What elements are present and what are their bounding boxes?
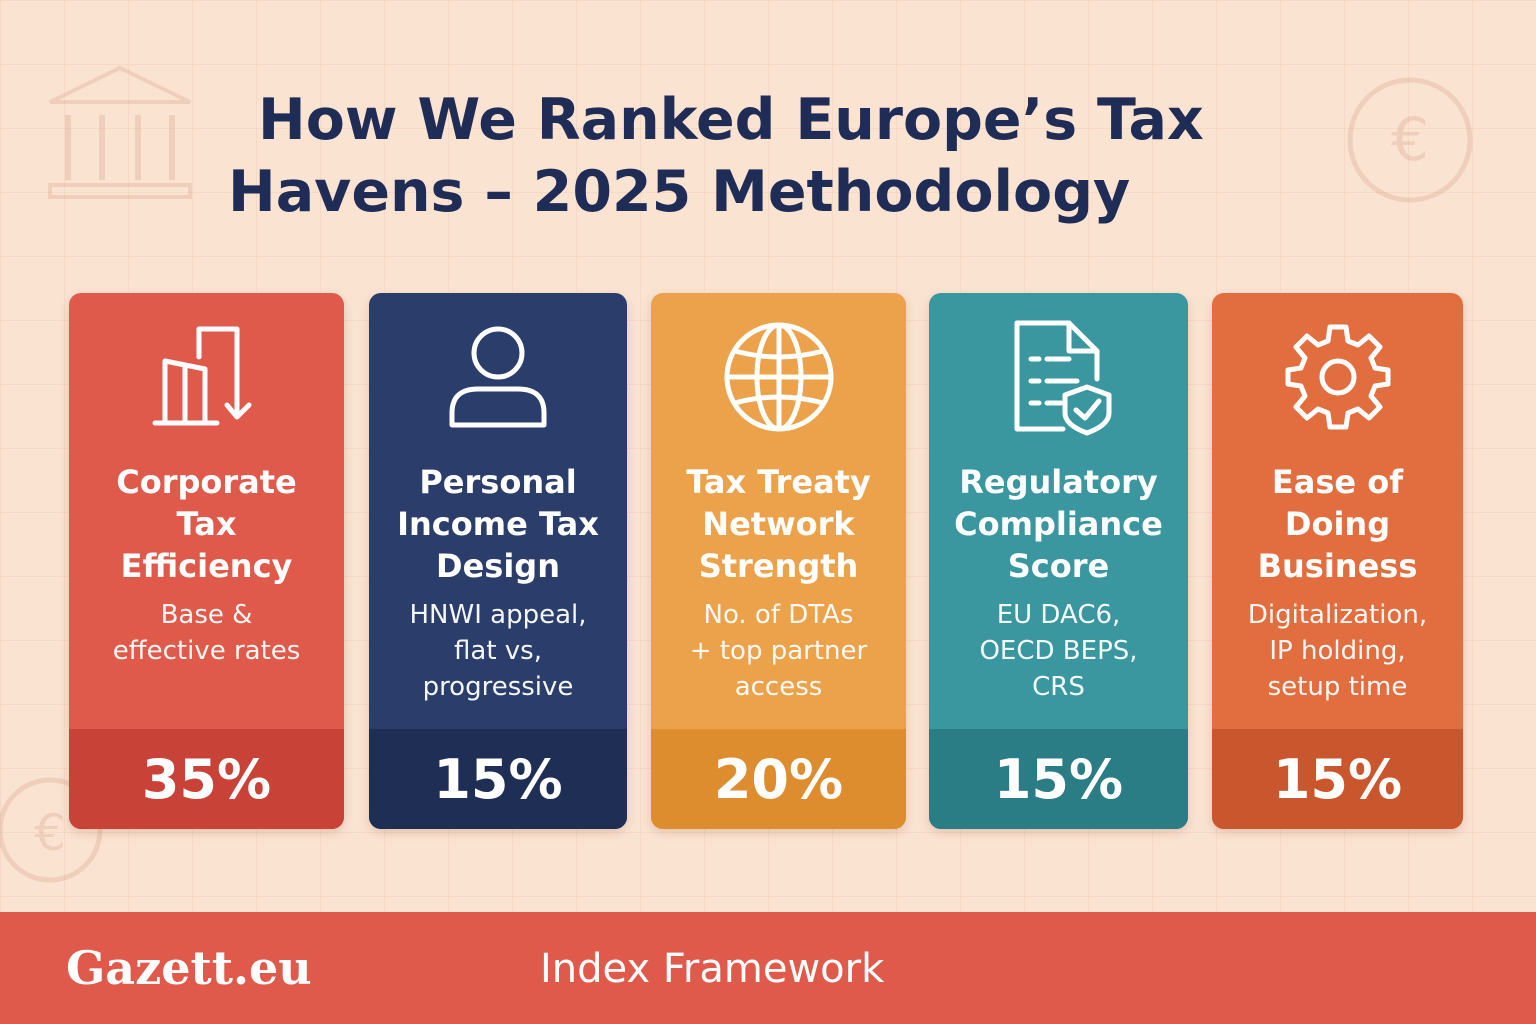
gear-icon	[1212, 317, 1463, 437]
footer-label: Index Framework	[540, 946, 885, 992]
svg-text:€: €	[34, 804, 66, 862]
person-icon	[369, 317, 627, 437]
criterion-name: Regulatory Compliance Score	[954, 463, 1163, 585]
criterion-description: HNWI appeal, flat vs, progressive	[409, 600, 587, 702]
euro-coin-icon: €	[0, 777, 103, 883]
criterion-card-ease-of-business: Ease of Doing Business Digitalization, I…	[1212, 293, 1463, 829]
bank-building-icon	[48, 65, 192, 199]
criterion-card-personal-income-tax: Personal Income Tax Design HNWI appeal, …	[369, 293, 627, 829]
svg-text:€: €	[1391, 105, 1429, 175]
bar-chart-decline-icon	[69, 317, 344, 437]
criterion-name: Corporate Tax Efficiency	[116, 463, 297, 585]
criterion-description: EU DAC6, OECD BEPS, CRS	[979, 600, 1138, 702]
criterion-description: No. of DTAs + top partner access	[689, 600, 868, 702]
title-line-2: Havens – 2025 Methodology	[228, 159, 1131, 225]
criterion-description: Base & effective rates	[112, 600, 301, 666]
criterion-weight: 20%	[651, 729, 906, 829]
title-line-1: How We Ranked Europe’s Tax	[258, 87, 1204, 153]
brand-logo: Gazett.eu	[66, 941, 312, 995]
criterion-card-corporate-tax: Corporate Tax Efficiency Base & effectiv…	[69, 293, 344, 829]
document-check-icon	[929, 317, 1188, 437]
footer-bar: Gazett.eu Index Framework	[0, 912, 1536, 1024]
globe-icon	[651, 317, 906, 437]
criterion-card-tax-treaty: Tax Treaty Network Strength No. of DTAs …	[651, 293, 906, 829]
criterion-name: Personal Income Tax Design	[397, 463, 599, 585]
criterion-description: Digitalization, IP holding, setup time	[1247, 600, 1428, 702]
criterion-card-regulatory-compliance: Regulatory Compliance Score EU DAC6, OEC…	[929, 293, 1188, 829]
euro-coin-icon: €	[1347, 77, 1473, 203]
criterion-name: Tax Treaty Network Strength	[686, 463, 871, 585]
criterion-name: Ease of Doing Business	[1257, 463, 1418, 585]
page-title: How We Ranked Europe’s Tax Havens – 2025…	[228, 84, 1378, 228]
criterion-weight: 15%	[929, 729, 1188, 829]
criterion-weight: 15%	[1212, 729, 1463, 829]
criterion-weight: 35%	[69, 729, 344, 829]
criterion-weight: 15%	[369, 729, 627, 829]
